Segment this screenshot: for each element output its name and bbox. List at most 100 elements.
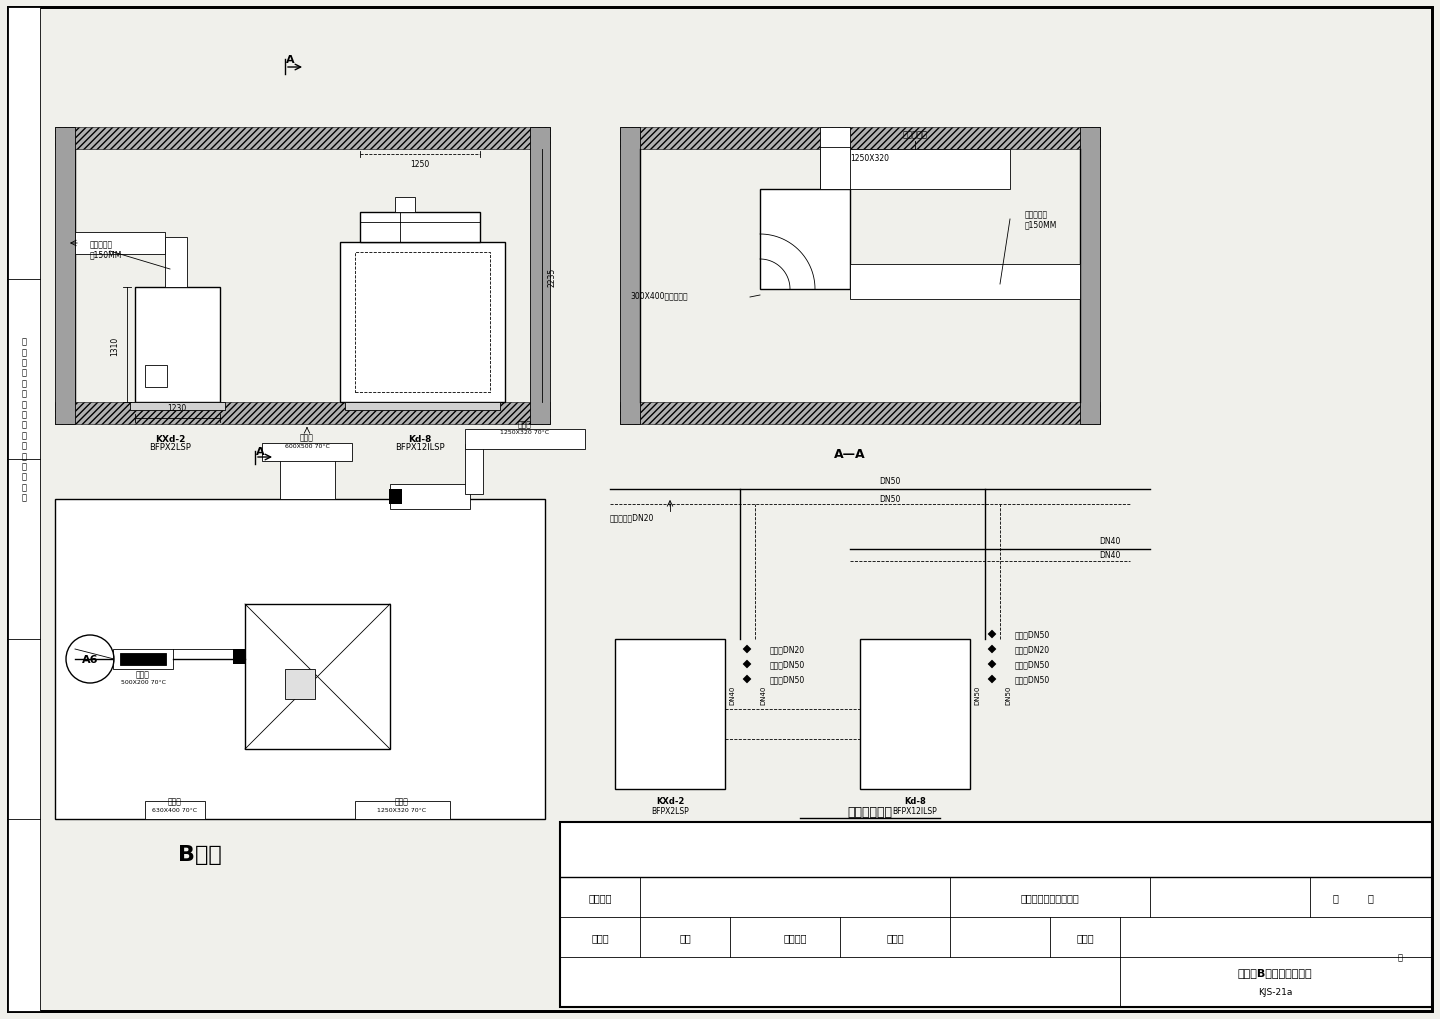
Bar — [75, 232, 166, 255]
Text: DN50: DN50 — [880, 495, 900, 504]
Bar — [465, 430, 585, 449]
Bar — [285, 669, 315, 699]
Text: BFPX12ILSP: BFPX12ILSP — [395, 443, 445, 452]
Bar — [356, 253, 490, 392]
Text: 500X200 70°C: 500X200 70°C — [121, 680, 166, 685]
Text: DN40: DN40 — [1099, 550, 1120, 559]
Bar — [245, 604, 390, 749]
Bar — [819, 127, 850, 190]
Text: 1230: 1230 — [167, 404, 187, 413]
Bar — [621, 127, 1100, 150]
Text: A6: A6 — [82, 654, 98, 664]
Bar — [346, 403, 500, 411]
Polygon shape — [988, 676, 996, 684]
Text: DN50: DN50 — [1005, 685, 1011, 704]
Text: 防火阀: 防火阀 — [395, 797, 409, 806]
Text: 1250X320 70°C: 1250X320 70°C — [377, 807, 426, 812]
Bar — [9, 8, 40, 1011]
Text: BFPX2LSP: BFPX2LSP — [651, 807, 688, 815]
Bar — [621, 403, 1100, 425]
Text: 1250X320: 1250X320 — [851, 153, 890, 162]
Polygon shape — [743, 660, 752, 668]
Bar — [55, 127, 550, 150]
Bar — [389, 489, 402, 504]
Text: 600X500 70°C: 600X500 70°C — [285, 443, 330, 448]
Bar — [262, 443, 351, 462]
Bar — [1080, 127, 1100, 425]
Polygon shape — [743, 676, 752, 684]
Bar — [465, 444, 482, 494]
Text: 自动排气阀DN20: 自动排气阀DN20 — [611, 513, 654, 522]
Text: 帆布软接头
长150MM: 帆布软接头 长150MM — [1025, 210, 1057, 229]
Bar — [615, 639, 724, 790]
Text: KJS-21a: KJS-21a — [1257, 987, 1292, 997]
Bar — [120, 653, 166, 665]
Bar — [360, 213, 480, 243]
Text: 期: 期 — [1367, 892, 1372, 902]
Text: KXd-2: KXd-2 — [156, 435, 186, 444]
Bar — [760, 190, 850, 289]
Bar — [130, 403, 225, 411]
Polygon shape — [988, 631, 996, 638]
Text: 水系统示意图: 水系统示意图 — [848, 805, 893, 817]
Polygon shape — [988, 660, 996, 668]
Text: 江
苏
省
某
大
型
工
厂
加
装
暖
通
空
调
工
程: 江 苏 省 某 大 型 工 厂 加 装 暖 通 空 调 工 程 — [22, 337, 26, 502]
Bar — [145, 801, 204, 819]
Text: DN40: DN40 — [1099, 537, 1120, 546]
Text: 软接头DN50: 软接头DN50 — [1015, 675, 1050, 684]
Text: 630X400 70°C: 630X400 70°C — [153, 807, 197, 812]
Bar — [560, 822, 1431, 1007]
Bar — [621, 127, 639, 425]
Text: 1250: 1250 — [410, 160, 429, 169]
Bar — [819, 150, 1009, 190]
Text: 过滤器DN50: 过滤器DN50 — [770, 660, 805, 668]
Text: Kd-8: Kd-8 — [904, 797, 926, 806]
Text: A—A: A—A — [834, 448, 865, 461]
Text: DN50: DN50 — [880, 477, 900, 486]
Bar — [340, 243, 505, 403]
Text: 2235: 2235 — [547, 267, 556, 286]
Text: 制冷阀DN20: 制冷阀DN20 — [770, 645, 805, 654]
Text: 消声静压箱: 消声静压箱 — [903, 130, 927, 140]
Text: 软接头DN50: 软接头DN50 — [770, 675, 805, 684]
Text: Kd-8: Kd-8 — [409, 435, 432, 444]
Polygon shape — [743, 645, 752, 653]
Text: 防火阀: 防火阀 — [168, 797, 181, 806]
Text: BFPX12ILSP: BFPX12ILSP — [893, 807, 937, 815]
Text: 工程号: 工程号 — [1076, 932, 1094, 943]
Text: 制冷阀DN50: 制冷阀DN50 — [1015, 630, 1050, 639]
Text: KXd-2: KXd-2 — [655, 797, 684, 806]
Text: 1250X320 70°C: 1250X320 70°C — [501, 430, 550, 435]
Text: 主持人: 主持人 — [592, 932, 609, 943]
Bar — [279, 460, 336, 499]
Text: 防火阀: 防火阀 — [300, 433, 314, 442]
Text: A: A — [285, 55, 294, 65]
Text: 号: 号 — [1397, 953, 1403, 962]
Bar — [135, 287, 220, 403]
Text: B机房: B机房 — [179, 844, 222, 864]
Bar — [530, 127, 550, 425]
Text: BFPX2LSP: BFPX2LSP — [150, 443, 192, 452]
Text: 子项名称暖通空调工程: 子项名称暖通空调工程 — [1021, 892, 1080, 902]
Bar — [356, 801, 451, 819]
Text: 帆布软接头
长150MM: 帆布软接头 长150MM — [91, 240, 122, 260]
Text: 过滤器DN50: 过滤器DN50 — [1015, 660, 1050, 668]
Text: 300X400风量调节阀: 300X400风量调节阀 — [631, 291, 688, 301]
Text: 地下层B空调机房大样图: 地下层B空调机房大样图 — [1238, 967, 1312, 977]
Bar — [55, 403, 550, 425]
Text: 防火阀: 防火阀 — [135, 669, 150, 679]
Text: 核校: 核校 — [680, 932, 691, 943]
Text: 设　计: 设 计 — [886, 932, 904, 943]
Text: 防火阀: 防火阀 — [518, 420, 531, 429]
Polygon shape — [988, 645, 996, 653]
Bar — [395, 198, 415, 213]
Bar — [166, 237, 187, 287]
Bar — [233, 649, 246, 664]
Text: DN40: DN40 — [760, 685, 766, 704]
Text: 制冷阀DN20: 制冷阀DN20 — [1015, 645, 1050, 654]
Text: 工程名称: 工程名称 — [589, 892, 612, 902]
Text: A: A — [256, 446, 265, 457]
Bar — [850, 265, 1080, 300]
Bar — [112, 649, 173, 669]
Text: DN50: DN50 — [973, 685, 981, 704]
